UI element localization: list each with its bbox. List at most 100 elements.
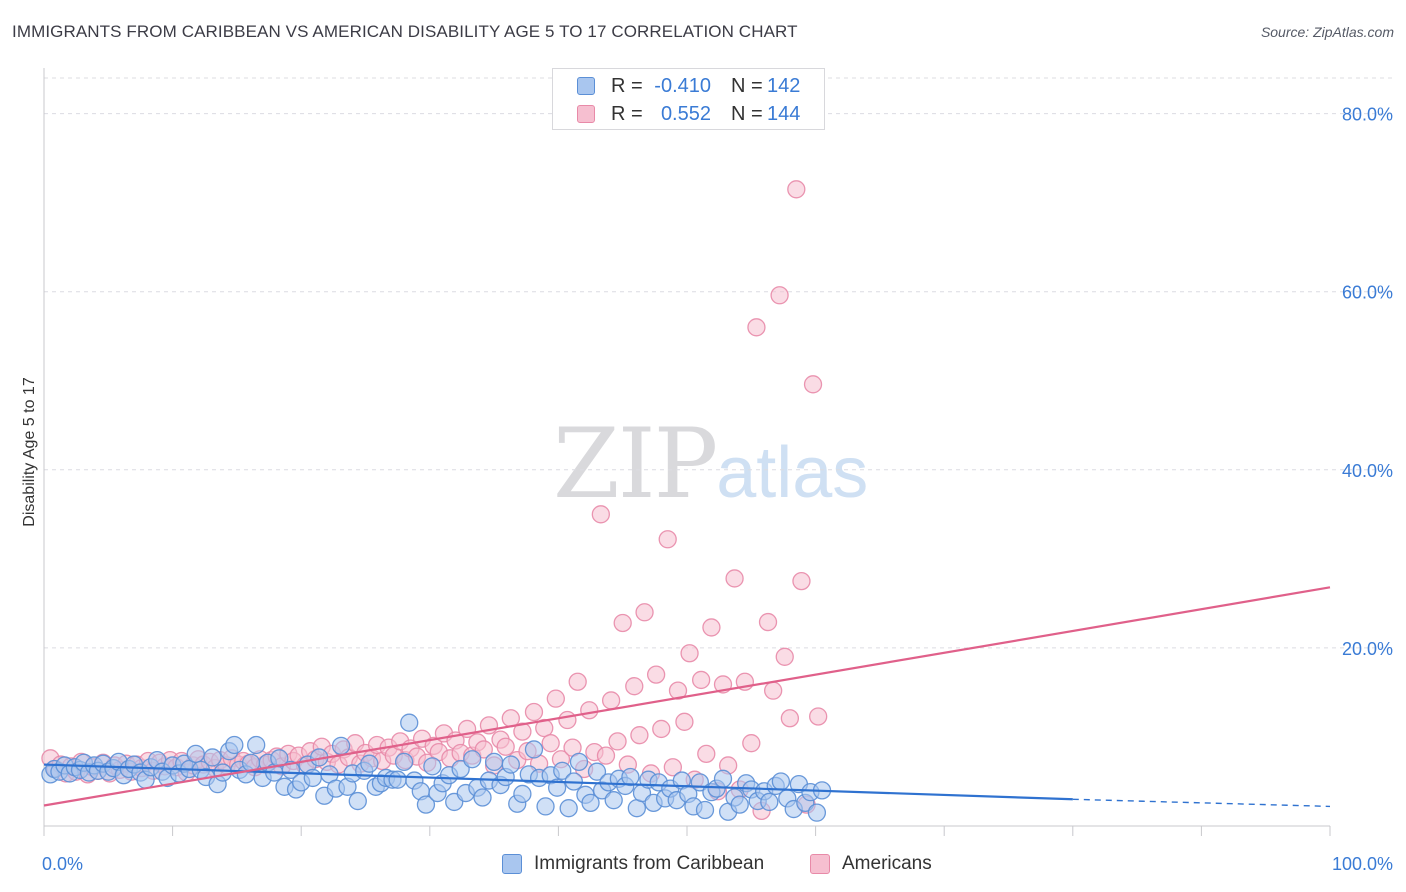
y-axis-title: Disability Age 5 to 17 [21, 377, 38, 527]
point-caribbean [771, 772, 791, 791]
point-americans [792, 571, 811, 591]
point-caribbean [547, 778, 567, 797]
point-americans [758, 612, 778, 632]
point-caribbean [203, 748, 222, 767]
trendline-caribbean [43, 763, 1073, 801]
watermark: ZIPatlas [553, 408, 868, 520]
point-caribbean [587, 762, 607, 781]
source-label: Source: ZipAtlas.com [1260, 24, 1394, 40]
r-label: R = [611, 75, 643, 97]
point-caribbean [695, 800, 715, 820]
point-americans [691, 670, 711, 690]
point-americans [787, 180, 806, 199]
point-americans [780, 709, 800, 728]
stats-row-caribbean: R = -0.410 N = 142 [553, 72, 824, 100]
point-americans [658, 530, 677, 549]
point-caribbean [348, 791, 367, 811]
point-americans [513, 722, 532, 741]
point-americans [474, 740, 493, 759]
y-tick-label: 20.0% [1342, 639, 1393, 659]
point-caribbean [569, 752, 589, 772]
legend-swatch-caribbean [502, 854, 522, 874]
point-caribbean [186, 744, 205, 764]
point-caribbean [270, 749, 289, 768]
point-caribbean [524, 740, 544, 759]
point-americans [702, 618, 721, 637]
watermark-atlas: atlas [716, 433, 869, 513]
point-caribbean [331, 736, 351, 756]
point-caribbean [730, 795, 749, 814]
point-caribbean [423, 757, 442, 776]
legend-label-americans: Americans [842, 853, 932, 874]
watermark-zip: ZIP [553, 408, 718, 520]
point-caribbean [604, 791, 623, 810]
n-value: 142 [767, 75, 801, 97]
point-caribbean [581, 793, 600, 812]
point-caribbean [416, 795, 436, 814]
point-americans [596, 746, 616, 765]
point-caribbean [400, 713, 419, 732]
point-americans [568, 672, 587, 691]
point-caribbean [463, 750, 482, 769]
series-legend: Immigrants from Caribbean Americans [0, 852, 1406, 878]
x-tick-label-min: 0.0% [42, 854, 83, 874]
point-americans [625, 677, 644, 696]
point-americans [496, 737, 515, 756]
point-caribbean [360, 754, 379, 773]
point-caribbean [627, 799, 646, 818]
point-americans [668, 681, 688, 700]
n-value: 144 [767, 103, 801, 125]
point-americans [770, 286, 789, 305]
point-americans [747, 318, 766, 337]
point-caribbean [394, 752, 414, 772]
point-americans [630, 726, 649, 745]
point-caribbean [303, 768, 322, 788]
point-caribbean [553, 761, 572, 780]
r-label: R = [611, 103, 643, 125]
legend-label-caribbean: Immigrants from Caribbean [534, 853, 765, 874]
point-americans [725, 569, 744, 588]
point-americans [663, 758, 683, 777]
trendline-caribbean-extension [1072, 798, 1331, 808]
chart-title: IMMIGRANTS FROM CARIBBEAN VS AMERICAN DI… [12, 22, 798, 41]
r-value: -0.410 [654, 75, 711, 97]
point-americans [809, 707, 828, 726]
point-caribbean [388, 770, 407, 789]
swatch-caribbean [577, 77, 595, 95]
swatch-americans [577, 105, 595, 123]
point-americans [541, 734, 560, 753]
point-caribbean [621, 767, 640, 787]
point-caribbean [484, 752, 504, 772]
legend-swatch-americans [810, 854, 830, 874]
point-caribbean [807, 803, 827, 822]
y-tick-label: 80.0% [1342, 105, 1393, 125]
point-caribbean [247, 735, 266, 755]
point-americans [580, 701, 599, 720]
point-caribbean [760, 792, 779, 812]
n-label: N = [731, 103, 763, 125]
x-tick-label-max: 100.0% [1332, 854, 1393, 874]
y-tick-label: 60.0% [1342, 283, 1393, 303]
point-americans [680, 644, 699, 663]
point-americans [635, 603, 654, 622]
point-americans [742, 734, 761, 753]
r-value: 0.552 [660, 103, 711, 125]
point-americans [646, 665, 666, 684]
point-caribbean [536, 797, 555, 816]
trendline-americans [43, 586, 1331, 807]
point-americans [546, 689, 565, 708]
point-caribbean [213, 763, 232, 782]
stats-legend: R = -0.410 N = 142 R = 0.552 N = 144 [552, 68, 825, 130]
point-caribbean [513, 784, 532, 804]
point-caribbean [559, 799, 578, 818]
point-americans [591, 505, 610, 524]
point-americans [558, 710, 577, 730]
point-americans [675, 712, 694, 731]
point-caribbean [713, 769, 733, 788]
point-caribbean [281, 760, 301, 780]
point-americans [697, 744, 716, 764]
point-caribbean [225, 735, 244, 755]
point-caribbean [451, 759, 470, 779]
point-americans [608, 732, 627, 751]
